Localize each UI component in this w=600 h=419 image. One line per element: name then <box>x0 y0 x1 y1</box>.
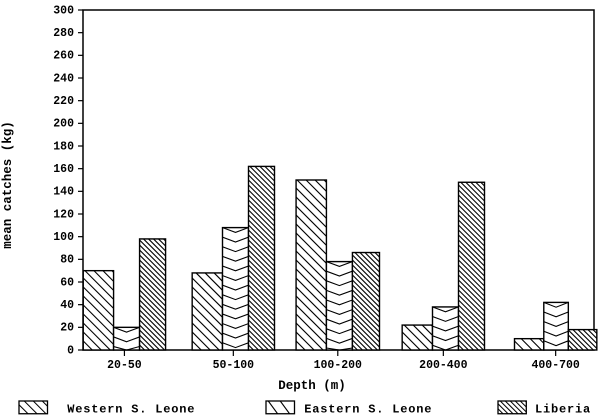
svg-text:180: 180 <box>53 140 74 153</box>
svg-text:40: 40 <box>60 299 74 312</box>
svg-text:20: 20 <box>60 322 74 335</box>
svg-text:Eastern S. Leone: Eastern S. Leone <box>304 402 432 416</box>
svg-text:0: 0 <box>67 344 74 357</box>
svg-text:300: 300 <box>53 4 74 17</box>
svg-text:mean catches (kg): mean catches (kg) <box>1 121 15 249</box>
svg-text:160: 160 <box>53 163 74 176</box>
svg-text:80: 80 <box>60 254 74 267</box>
svg-text:220: 220 <box>53 95 74 108</box>
svg-text:50-100: 50-100 <box>213 359 255 372</box>
svg-text:Western S. Leone: Western S. Leone <box>67 402 195 416</box>
svg-text:60: 60 <box>60 276 74 289</box>
svg-text:120: 120 <box>53 208 74 221</box>
svg-text:280: 280 <box>53 27 74 40</box>
svg-text:100-200: 100-200 <box>314 359 362 372</box>
svg-text:200: 200 <box>53 118 74 131</box>
svg-text:Depth (m): Depth (m) <box>278 379 346 393</box>
svg-text:100: 100 <box>53 231 74 244</box>
svg-text:240: 240 <box>53 72 74 85</box>
svg-text:20-50: 20-50 <box>107 359 142 372</box>
svg-text:Liberia: Liberia <box>535 402 591 416</box>
svg-text:200-400: 200-400 <box>419 359 467 372</box>
svg-text:260: 260 <box>53 50 74 63</box>
svg-text:140: 140 <box>53 186 74 199</box>
svg-text:400-700: 400-700 <box>532 359 580 372</box>
